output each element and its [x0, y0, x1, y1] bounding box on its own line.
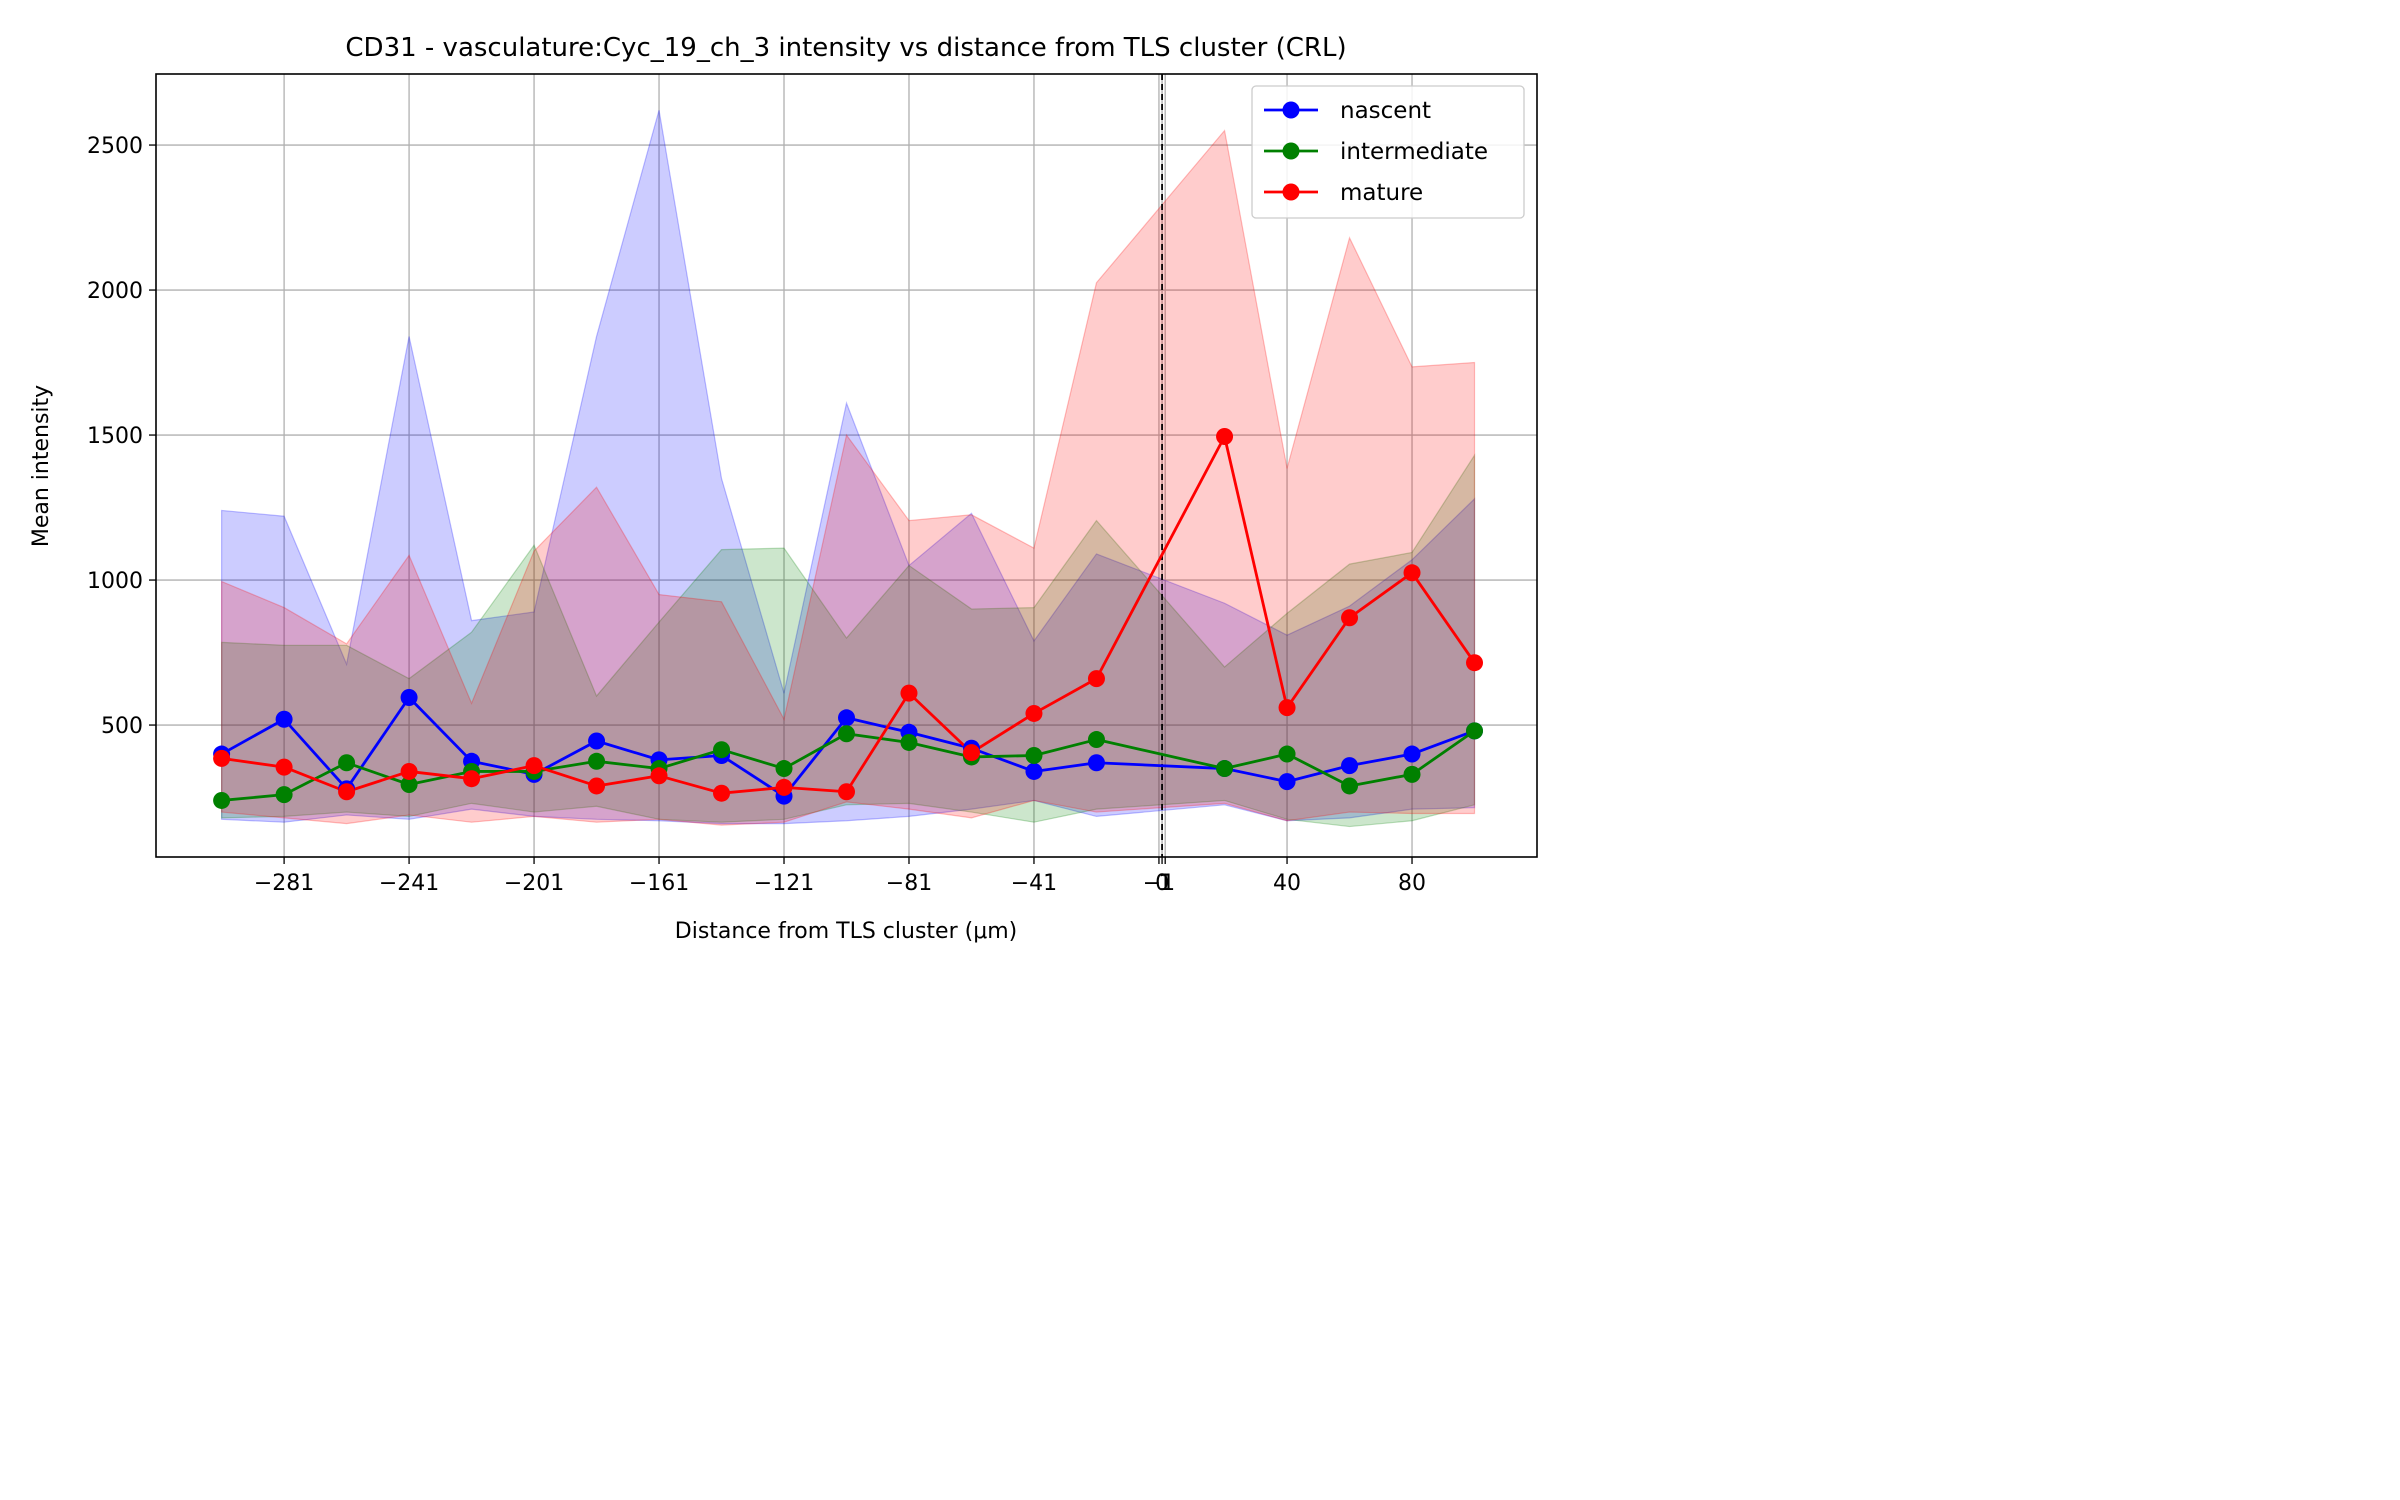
legend-swatch-marker: [1282, 142, 1300, 160]
line-intermediate: [221, 729, 1476, 802]
point-mature: [713, 784, 731, 802]
point-intermediate: [838, 725, 855, 743]
y-axis-label: Mean intensity: [29, 385, 54, 547]
y-tick-label: 2000: [87, 279, 143, 304]
point-intermediate: [900, 733, 918, 751]
point-mature: [1278, 699, 1296, 717]
point-intermediate: [1087, 731, 1105, 749]
x-tick-label: −281: [254, 871, 314, 896]
x-tick-label: 1: [1158, 871, 1172, 896]
legend-box: [1251, 85, 1525, 219]
y-tick-label: 500: [101, 714, 143, 739]
point-nascent: [838, 709, 855, 727]
y-tick-label: 1500: [87, 424, 143, 449]
point-nascent: [400, 689, 418, 706]
x-tick-label: −161: [629, 871, 689, 896]
point-mature: [275, 758, 293, 776]
point-nascent: [1087, 754, 1105, 772]
legend-swatch-marker: [1282, 183, 1300, 201]
x-tick-label: −121: [754, 871, 814, 896]
x-tick-label: 0: [1155, 871, 1169, 896]
point-mature: [775, 778, 793, 796]
x-tick-label: 80: [1398, 871, 1426, 896]
point-intermediate: [775, 760, 793, 778]
point-mature: [962, 744, 980, 762]
y-axis-ticks: 500 1000 1500 2000 2500: [87, 134, 156, 739]
point-mature: [338, 783, 356, 801]
point-intermediate: [1278, 745, 1296, 763]
point-intermediate: [1403, 765, 1421, 783]
point-nascent: [1341, 757, 1359, 775]
x-axis-ticks: −281 −241 −201 −161 −121 −81 −41 −101 40 80: [254, 857, 1426, 896]
point-intermediate: [1216, 760, 1234, 778]
y-tick-label: 1000: [87, 569, 143, 594]
point-nascent: [275, 710, 293, 728]
line-mature: [221, 435, 1476, 795]
x-tick-label: −201: [504, 871, 564, 896]
point-mature: [525, 757, 543, 775]
point-mature: [650, 767, 668, 785]
point-mature: [1025, 704, 1043, 722]
point-nascent: [1403, 745, 1421, 763]
point-mature: [1216, 428, 1234, 445]
point-mature: [900, 684, 918, 702]
x-axis-label: Distance from TLS cluster (μm): [675, 919, 1017, 944]
point-intermediate: [588, 752, 606, 770]
point-nascent: [588, 732, 606, 750]
legend-label-mature: mature: [1340, 180, 1423, 206]
legend-label-nascent: nascent: [1340, 98, 1431, 124]
point-mature: [588, 777, 606, 795]
y-tick-label: 2500: [87, 134, 143, 159]
point-mature: [838, 783, 855, 801]
series-lines: [220, 435, 1476, 802]
point-intermediate: [713, 741, 731, 759]
point-intermediate: [275, 786, 293, 804]
point-mature: [1403, 564, 1421, 582]
chart-canvas: CD31 - vasculature:Cyc_19_ch_3 intensity…: [29, 33, 1538, 944]
point-nascent: [1025, 762, 1043, 780]
plot-frame: [155, 73, 1538, 858]
point-intermediate: [213, 791, 231, 809]
point-mature: [463, 770, 481, 788]
x-tick-label: −1: [1143, 871, 1175, 896]
legend-swatch-marker: [1282, 101, 1300, 119]
x-tick-label: 40: [1273, 871, 1301, 896]
point-intermediate: [1341, 777, 1359, 795]
chart-title: CD31 - vasculature:Cyc_19_ch_3 intensity…: [345, 33, 1346, 63]
line-nascent: [220, 696, 1475, 798]
x-tick-label: −41: [1011, 871, 1057, 896]
point-mature: [1341, 609, 1359, 627]
point-intermediate: [338, 754, 356, 772]
point-mature: [213, 749, 231, 767]
point-mature: [1466, 654, 1484, 672]
x-tick-label: −241: [379, 871, 439, 896]
point-mature: [400, 762, 418, 780]
point-intermediate: [400, 776, 418, 793]
legend: nascent intermediate mature: [1251, 85, 1525, 219]
x-tick-label: −81: [886, 871, 932, 896]
point-mature: [1087, 670, 1105, 688]
band-intermediate: [221, 453, 1476, 828]
legend-label-intermediate: intermediate: [1340, 139, 1488, 165]
point-nascent: [1278, 773, 1296, 791]
series-markers: [213, 428, 1484, 809]
point-intermediate: [1466, 722, 1484, 740]
point-intermediate: [1025, 747, 1043, 764]
